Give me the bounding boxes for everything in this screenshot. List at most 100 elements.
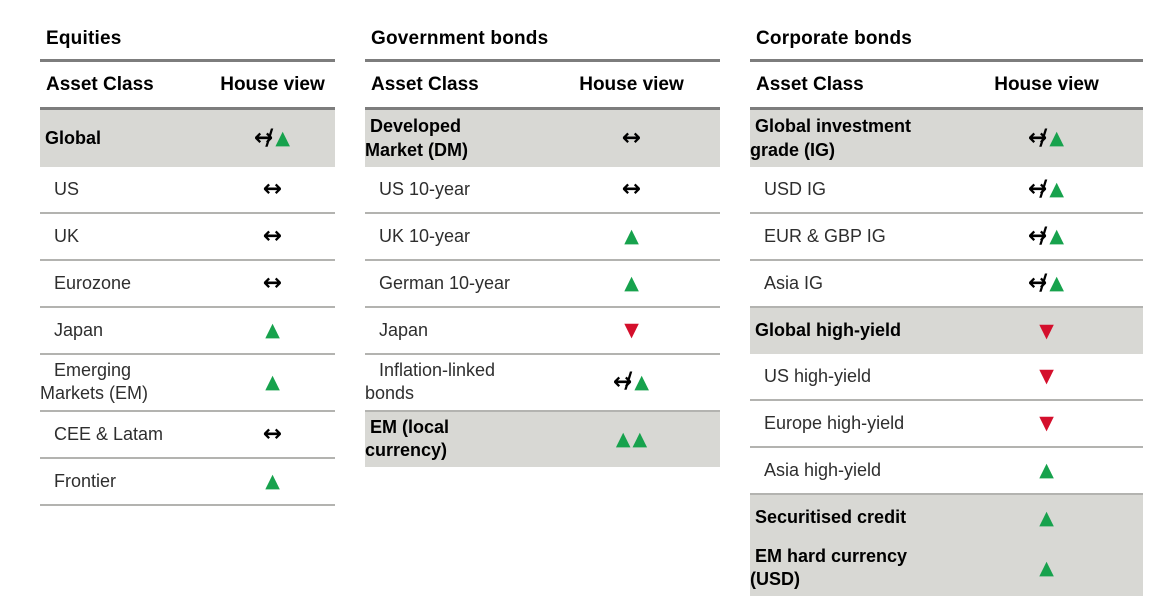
neutral-arrow-icon: ↔: [262, 223, 283, 249]
up-triangle-icon: ▲: [624, 272, 639, 294]
table-row: Global ↔ / ▲: [40, 110, 335, 167]
slash-icon: /: [1039, 125, 1048, 151]
table-row: Global high-yield ▼: [750, 308, 1143, 354]
government-bonds-table: Government bonds Asset Class House view …: [365, 28, 720, 596]
table-title: Equities: [46, 28, 122, 49]
slash-icon: /: [624, 369, 633, 395]
up-triangle-icon: ▲: [1049, 272, 1064, 294]
up-triangle-icon: ▲: [1049, 225, 1064, 247]
house-view-up: ▲: [984, 506, 1109, 529]
corporate-bonds-table: Corporate bonds Asset Class House view G…: [750, 28, 1143, 596]
table-body: Global investment grade (IG) ↔ / ▲ USD IG ↔ / ▲…: [750, 110, 1143, 596]
table-row: Europe high-yield ▼: [750, 401, 1143, 448]
table-row: UK ↔: [40, 214, 335, 261]
table-header: Asset Class House view: [40, 59, 335, 110]
up-triangle-icon: ▲: [615, 427, 631, 450]
table-header: Asset Class House view: [365, 59, 720, 110]
neutral-arrow-icon: ↔: [621, 125, 642, 151]
house-view-neutral: ↔: [569, 178, 694, 201]
table-row: Japan ▲: [40, 308, 335, 355]
house-view-down: ▼: [984, 321, 1109, 341]
house-view-neutral: ↔: [210, 422, 335, 446]
table-body: Global ↔ / ▲ US ↔ UK ↔ Eurozone ↔ Japan ▲ Emerging M…: [40, 110, 335, 506]
asset-class-label: Securitised credit: [755, 507, 907, 528]
asset-class-label: US: [54, 178, 80, 199]
up-triangle-icon: ▲: [1049, 178, 1064, 200]
asset-class-label: Global investment grade (IG): [750, 116, 912, 160]
table-row: US ↔: [40, 167, 335, 214]
house-view-neutral: ↔: [210, 225, 335, 248]
house-view-up-up: ▲ ▲: [569, 427, 694, 450]
asset-class-label: Developed Market (DM): [365, 116, 469, 160]
slash-icon: /: [1039, 270, 1048, 296]
house-view-up: ▲: [569, 274, 694, 293]
up-triangle-icon: ▲: [634, 370, 649, 393]
up-triangle-icon: ▲: [1039, 556, 1054, 579]
asset-class-column-header: Asset Class: [371, 74, 479, 95]
house-view-column-header: House view: [994, 74, 1099, 95]
table-header: Asset Class House view: [750, 59, 1143, 110]
house-view-up: ▲: [210, 469, 335, 492]
asset-class-label: Global high-yield: [755, 320, 902, 341]
asset-class-label: USD IG: [764, 178, 827, 199]
up-triangle-icon: ▲: [265, 370, 280, 393]
asset-class-label: Eurozone: [54, 272, 132, 293]
table-title: Government bonds: [371, 28, 549, 49]
asset-class-label: UK: [54, 225, 80, 246]
house-view-up: ▲: [984, 461, 1109, 480]
neutral-arrow-icon: ↔: [1028, 270, 1048, 296]
table-row: UK 10-year ▲: [365, 214, 720, 261]
table-row: EM (local currency) ▲ ▲: [365, 411, 720, 467]
asset-class-column-header: Asset Class: [756, 74, 864, 95]
table-row: EUR & GBP IG ↔ / ▲: [750, 214, 1143, 261]
asset-class-column-header: Asset Class: [46, 74, 154, 95]
house-view-up: ▲: [210, 370, 335, 393]
house-view-neutral-up: ↔ / ▲: [984, 272, 1109, 295]
down-triangle-icon: ▼: [1039, 365, 1054, 387]
table-row: Frontier ▲: [40, 459, 335, 506]
asset-class-label: EUR & GBP IG: [764, 225, 886, 246]
asset-class-label: Inflation-linked bonds: [365, 360, 496, 404]
house-view-neutral-up: ↔ / ▲: [210, 127, 335, 150]
up-triangle-icon: ▲: [275, 127, 290, 149]
table-body: Developed Market (DM) ↔ US 10-year ↔ UK 10-y…: [365, 110, 720, 467]
slash-icon: /: [1039, 223, 1048, 249]
table-row: Inflation-linked bonds ↔ / ▲: [365, 355, 720, 412]
table-row: Emerging Markets (EM) ▲: [40, 355, 335, 412]
asset-class-label: US high-yield: [764, 365, 872, 386]
table-row: Asia IG ↔ / ▲: [750, 261, 1143, 308]
equities-table: Equities Asset Class House view Global ↔ /…: [40, 28, 335, 596]
up-triangle-icon: ▲: [632, 427, 648, 450]
table-row: CEE & Latam ↔: [40, 412, 335, 459]
asset-class-label: EM (local currency): [365, 416, 450, 461]
house-view-down: ▼: [984, 367, 1109, 386]
up-triangle-icon: ▲: [265, 319, 280, 341]
table-row: Asia high-yield ▲: [750, 448, 1143, 495]
table-row: USD IG ↔ / ▲: [750, 167, 1143, 214]
table-title: Corporate bonds: [756, 28, 913, 49]
house-view-up: ▲: [984, 556, 1109, 579]
slash-icon: /: [1039, 176, 1048, 202]
up-triangle-icon: ▲: [1039, 506, 1054, 529]
house-view-neutral: ↔: [210, 272, 335, 295]
house-view-down: ▼: [569, 321, 694, 340]
house-view-up: ▲: [210, 321, 335, 340]
table-row: Developed Market (DM) ↔: [365, 110, 720, 167]
down-triangle-icon: ▼: [1039, 412, 1054, 434]
house-view-neutral: ↔: [569, 127, 694, 150]
table-row: Global investment grade (IG) ↔ / ▲: [750, 110, 1143, 167]
neutral-arrow-icon: ↔: [262, 176, 283, 202]
asset-class-label: CEE & Latam: [54, 423, 164, 444]
up-triangle-icon: ▲: [624, 225, 639, 247]
neutral-arrow-icon: ↔: [1028, 176, 1048, 202]
asset-class-label: Frontier: [54, 470, 117, 491]
neutral-arrow-icon: ↔: [1028, 223, 1048, 249]
up-triangle-icon: ▲: [265, 469, 280, 492]
neutral-arrow-icon: ↔: [613, 368, 633, 395]
asset-class-label: EM hard currency (USD): [750, 546, 908, 590]
asset-class-label: Emerging Markets (EM): [40, 360, 148, 404]
asset-class-label: US 10-year: [379, 178, 471, 199]
table-row: Japan ▼: [365, 308, 720, 355]
house-view-neutral-up: ↔ / ▲: [984, 178, 1109, 201]
